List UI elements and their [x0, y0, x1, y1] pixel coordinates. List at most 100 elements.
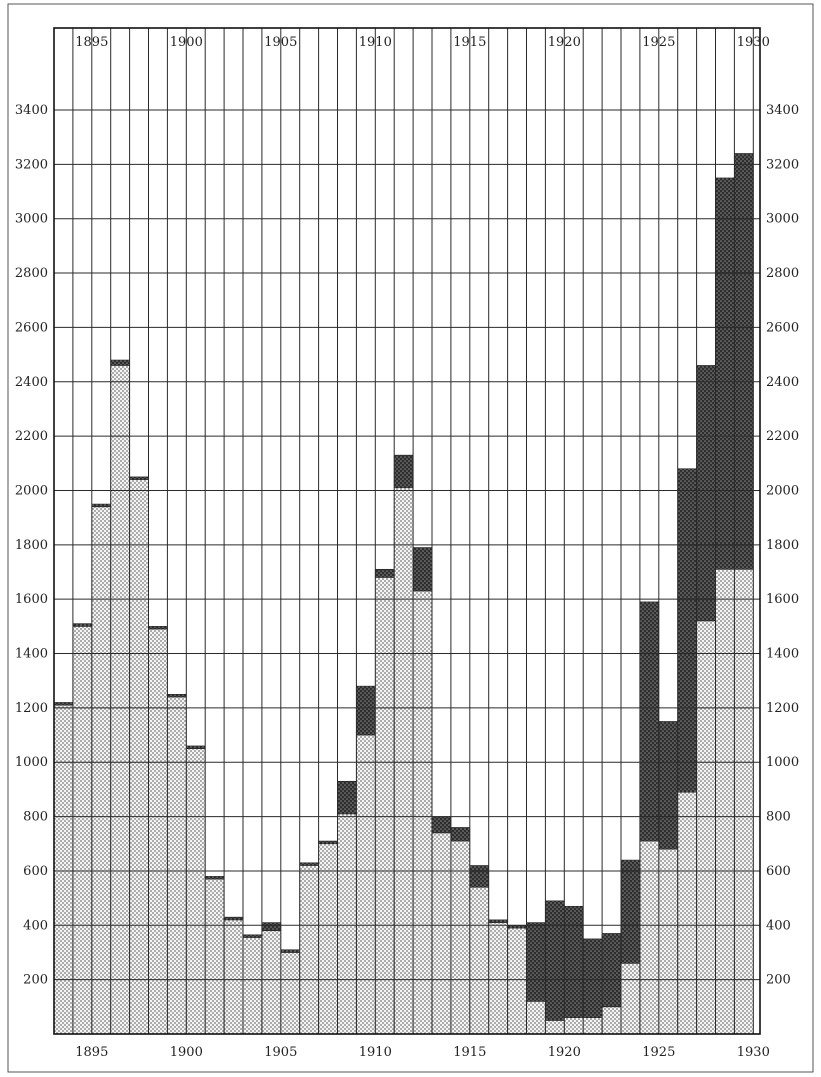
bar-lower-1913 [431, 832, 452, 1035]
bar-lower-1915 [469, 886, 489, 1035]
x-tick-top-1900: 1900 [170, 35, 203, 50]
bar-lower-1922 [601, 1006, 622, 1035]
y-tick-right-2800: 2800 [766, 266, 799, 281]
bar-upper-1929 [734, 153, 754, 570]
bar-upper-1913 [431, 816, 452, 834]
bar-lower-1901 [204, 878, 225, 1035]
bar-upper-1918 [526, 922, 546, 1002]
bar-upper-1893 [53, 702, 74, 706]
y-tick-right-2200: 2200 [766, 429, 799, 444]
y-tick-right-800: 800 [766, 810, 791, 825]
bar-lower-1925 [658, 848, 678, 1035]
bar-lower-1924 [639, 840, 660, 1035]
bar-upper-1919 [545, 900, 565, 1021]
y-tick-left-3000: 3000 [15, 212, 48, 227]
bar-lower-1929 [734, 568, 754, 1035]
bar-upper-1914 [450, 827, 471, 842]
bar-upper-1903 [242, 934, 263, 938]
bar-lower-1923 [620, 963, 641, 1035]
bar-upper-1912 [412, 547, 433, 592]
y-tick-left-3400: 3400 [15, 103, 48, 118]
bar-lower-1906 [299, 865, 319, 1035]
bar-upper-1894 [72, 623, 93, 627]
y-tick-left-1800: 1800 [15, 538, 48, 553]
bar-upper-1921 [582, 938, 603, 1018]
y-tick-right-3000: 3000 [766, 212, 799, 227]
y-tick-left-1200: 1200 [15, 701, 48, 716]
bar-upper-1908 [337, 780, 357, 815]
bar-upper-1905 [280, 949, 300, 953]
x-tick-bottom-1920: 1920 [548, 1045, 581, 1060]
y-tick-left-600: 600 [23, 864, 48, 879]
bar-lower-1897 [129, 479, 149, 1035]
bar-upper-1928 [715, 177, 735, 570]
plot-frame [53, 27, 761, 1035]
x-tick-top-1930: 1930 [737, 35, 770, 50]
bar-upper-1900 [186, 745, 206, 749]
y-tick-right-1000: 1000 [766, 755, 799, 770]
bar-lower-1907 [318, 843, 338, 1035]
x-tick-top-1905: 1905 [264, 35, 297, 50]
x-tick-top-1895: 1895 [75, 35, 108, 50]
x-tick-top-1920: 1920 [548, 35, 581, 50]
y-tick-left-2800: 2800 [15, 266, 48, 281]
x-tick-top-1910: 1910 [359, 35, 392, 50]
x-tick-bottom-1900: 1900 [170, 1045, 203, 1060]
bar-lower-1902 [223, 919, 244, 1035]
y-tick-right-1200: 1200 [766, 701, 799, 716]
bar-lower-1917 [507, 927, 527, 1035]
bar-upper-1915 [469, 865, 489, 888]
y-tick-left-1600: 1600 [15, 592, 48, 607]
x-tick-top-1925: 1925 [642, 35, 675, 50]
grid-layer [7, 3, 814, 1073]
x-tick-bottom-1905: 1905 [264, 1045, 297, 1060]
bar-upper-1907 [318, 840, 338, 845]
bar-lower-1916 [488, 922, 508, 1035]
y-tick-left-1400: 1400 [15, 647, 48, 662]
y-tick-left-2000: 2000 [15, 483, 48, 498]
bar-upper-1927 [696, 365, 716, 622]
page-border [7, 3, 814, 1073]
bar-upper-1896 [110, 359, 130, 366]
bar-lower-1927 [696, 620, 716, 1035]
bar-lower-1912 [412, 590, 433, 1035]
bar-lower-1926 [677, 791, 697, 1035]
y-tick-left-2200: 2200 [15, 429, 48, 444]
y-tick-right-3400: 3400 [766, 103, 799, 118]
bar-lower-1895 [91, 506, 112, 1035]
bar-upper-1920 [563, 905, 584, 1018]
bar-lower-1918 [526, 1001, 546, 1035]
y-tick-right-600: 600 [766, 864, 791, 879]
bar-lower-1909 [356, 734, 376, 1035]
bar-upper-1924 [639, 601, 660, 842]
bar-upper-1922 [601, 933, 622, 1008]
bar-upper-1916 [488, 919, 508, 923]
bar-lower-1898 [148, 628, 168, 1035]
y-tick-left-800: 800 [23, 810, 48, 825]
y-tick-left-3200: 3200 [15, 157, 48, 172]
bar-upper-1925 [658, 721, 678, 850]
bar-upper-1906 [299, 862, 319, 866]
bar-lower-1893 [53, 704, 74, 1035]
x-tick-bottom-1930: 1930 [737, 1045, 770, 1060]
bar-lower-1910 [374, 577, 395, 1035]
x-tick-bottom-1910: 1910 [359, 1045, 392, 1060]
bar-upper-1895 [91, 503, 112, 508]
x-tick-bottom-1925: 1925 [642, 1045, 675, 1060]
bar-lower-1903 [242, 937, 263, 1035]
y-tick-left-2400: 2400 [15, 375, 48, 390]
bar-lower-1899 [167, 696, 187, 1035]
bar-upper-1901 [204, 876, 225, 880]
bar-lower-1920 [563, 1017, 584, 1035]
y-tick-left-400: 400 [23, 918, 48, 933]
y-tick-right-1600: 1600 [766, 592, 799, 607]
y-tick-right-1400: 1400 [766, 647, 799, 662]
y-tick-right-1800: 1800 [766, 538, 799, 553]
bar-upper-1904 [261, 922, 282, 932]
x-tick-bottom-1895: 1895 [75, 1045, 108, 1060]
bar-lower-1919 [545, 1020, 565, 1035]
bar-upper-1902 [223, 916, 244, 921]
bar-lower-1904 [261, 930, 282, 1035]
bar-lower-1905 [280, 952, 300, 1035]
